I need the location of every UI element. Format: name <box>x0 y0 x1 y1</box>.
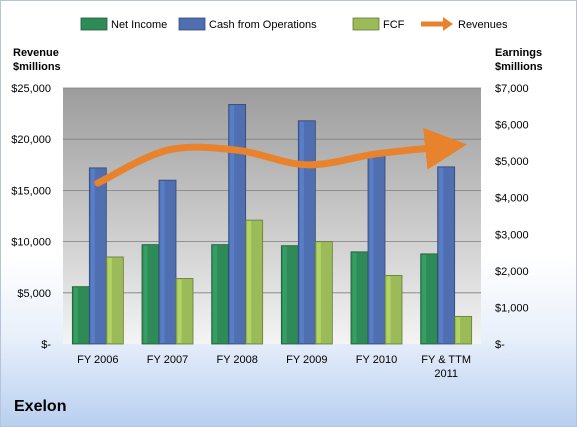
left-axis-tick-label: $5,000 <box>17 288 51 300</box>
left-axis-tick-label: $15,000 <box>11 185 51 197</box>
right-axis-tick-label: $2,000 <box>495 266 529 278</box>
legend-swatch <box>352 17 380 31</box>
bar-highlight <box>73 287 78 343</box>
right-axis-tick-label: $4,000 <box>495 193 529 205</box>
category-label: FY 2010 <box>356 354 397 366</box>
bar-highlight <box>213 245 218 343</box>
legend-arrow-icon <box>443 17 453 31</box>
bar-highlight <box>160 181 165 343</box>
bar-highlight <box>143 245 148 343</box>
bar-highlight <box>230 105 235 343</box>
bar-highlight <box>282 246 287 343</box>
bar-highlight <box>247 221 252 343</box>
right-axis-tick-label: $1,000 <box>495 302 529 314</box>
bar-highlight <box>107 257 112 343</box>
category-label: FY 2007 <box>147 354 188 366</box>
revenues-line <box>94 127 468 187</box>
right-axis-tick-label: $- <box>495 339 505 351</box>
bar-highlight <box>90 168 95 343</box>
right-axis-tick-label: $6,000 <box>495 120 529 132</box>
bar-highlight <box>177 279 182 343</box>
legend-swatch <box>178 17 206 31</box>
legend-label: Cash from Operations <box>209 19 317 31</box>
left-axis-tick-label: $20,000 <box>11 134 51 146</box>
category-label: FY 2009 <box>286 354 327 366</box>
bar-highlight <box>316 242 321 343</box>
category-label: FY 2008 <box>216 354 257 366</box>
bar-highlight <box>352 252 357 343</box>
legend-label: Net Income <box>111 19 167 31</box>
left-axis-tick-label: $10,000 <box>11 237 51 249</box>
legend-label: FCF <box>383 19 405 31</box>
right-axis-tick-label: $3,000 <box>495 229 529 241</box>
right-axis-tick-label: $5,000 <box>495 156 529 168</box>
legend-label: Revenues <box>458 19 508 31</box>
category-label: FY 2006 <box>77 354 118 366</box>
bar-highlight <box>456 317 461 343</box>
plot-area <box>63 88 481 344</box>
bar-highlight <box>299 121 304 343</box>
left-axis-title-line-1: Revenue <box>13 47 59 59</box>
left-axis-tick-label: $25,000 <box>11 83 51 95</box>
company-name: Exelon <box>14 398 67 415</box>
bar-highlight <box>439 167 444 343</box>
right-axis-title-line-2: $millions <box>495 61 543 73</box>
bar-highlight <box>422 254 427 343</box>
left-axis-title-line-2: $millions <box>13 61 61 73</box>
bar-highlight <box>386 276 391 343</box>
category-label: 2011 <box>434 368 458 380</box>
right-axis-title-line-1: Earnings <box>495 47 542 59</box>
legend-swatch <box>80 17 108 31</box>
bar-highlight <box>369 154 374 343</box>
left-axis-tick-label: $- <box>41 339 51 351</box>
right-axis-tick-label: $7,000 <box>495 83 529 95</box>
category-label: FY & TTM <box>421 354 471 366</box>
